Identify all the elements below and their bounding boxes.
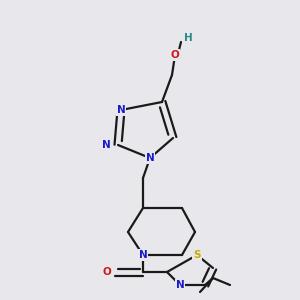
Text: N: N <box>139 250 147 260</box>
Text: N: N <box>102 140 110 150</box>
Text: O: O <box>103 267 111 277</box>
Text: N: N <box>176 280 184 290</box>
Text: N: N <box>146 153 154 163</box>
Text: S: S <box>193 250 201 260</box>
Text: O: O <box>171 50 179 60</box>
Text: H: H <box>184 33 192 43</box>
Text: N: N <box>117 105 125 115</box>
